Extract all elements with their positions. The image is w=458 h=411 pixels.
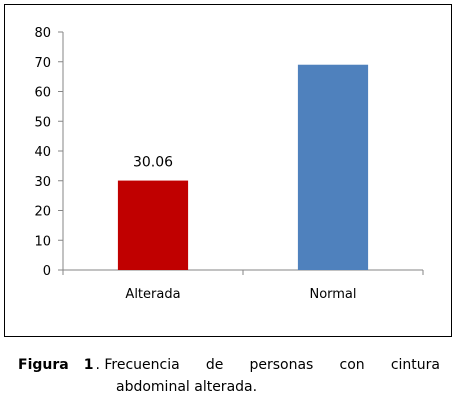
- caption-line1: . Frecuencia de personas con cintura: [95, 354, 440, 376]
- caption-word: personas: [249, 357, 314, 373]
- bar-normal: [297, 64, 369, 270]
- y-tick-label: 60: [34, 86, 51, 101]
- caption-word: cintura: [390, 357, 440, 373]
- bar-chart: 0 10 20 30 40 50 60 70 80 Alterada 30.06 Normal: [34, 26, 424, 302]
- caption-label: Figura: [18, 357, 69, 373]
- caption-number: 1: [83, 357, 94, 373]
- y-tick-label: 70: [34, 56, 51, 71]
- caption-word: . Frecuencia: [95, 357, 180, 373]
- x-category-label: Alterada: [125, 287, 180, 302]
- chart-frame: 0 10 20 30 40 50 60 70 80 Alterada 30.06 Normal: [4, 4, 452, 337]
- y-tick-label: 50: [34, 115, 51, 130]
- caption-word: con: [339, 357, 365, 373]
- y-tick-label: 80: [34, 26, 51, 41]
- y-tick-label: 0: [43, 264, 51, 279]
- y-tick-label: 20: [34, 205, 51, 220]
- y-tick-label: 10: [34, 234, 51, 249]
- y-tick-label: 40: [34, 145, 51, 160]
- data-label: 30.06: [133, 155, 173, 171]
- x-category-label: Normal: [309, 287, 356, 302]
- caption-line2: abdominal alterada.: [116, 379, 258, 395]
- caption-word: de: [205, 357, 224, 373]
- y-tick-label: 30: [34, 175, 51, 190]
- figure-caption: Figura 1 . Frecuencia de personas con ci…: [18, 354, 440, 398]
- bar-alterada: [117, 180, 189, 270]
